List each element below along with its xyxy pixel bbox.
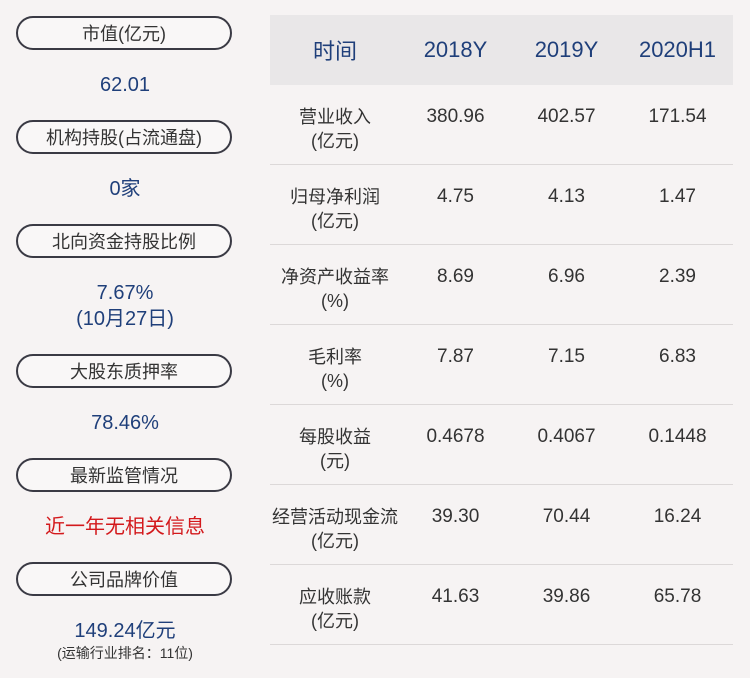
pledge-rate-value: 78.46% (91, 412, 159, 434)
row-value: 70.44 (542, 506, 591, 527)
row-value: 171.54 (648, 106, 707, 127)
institutional-holdings-value: 0家 (109, 178, 141, 200)
row-label-unit: (元) (320, 451, 350, 471)
row-label: 应收账款 (亿元) (270, 585, 400, 633)
row-value: 4.13 (548, 186, 585, 207)
row-value: 7.15 (548, 346, 585, 367)
institutional-holdings-label: 机构持股(占流通盘) (16, 120, 232, 154)
regulation-label: 最新监管情况 (16, 458, 232, 492)
row-value: 39.30 (431, 506, 480, 527)
table-row: 每股收益 (元) 0.4678 0.4067 0.1448 (270, 405, 733, 485)
row-value: 2.39 (659, 266, 696, 287)
header-2020h1: 2020H1 (638, 37, 717, 62)
row-label-unit: (亿元) (311, 131, 359, 151)
row-value: 41.63 (431, 586, 480, 607)
table-row: 经营活动现金流 (亿元) 39.30 70.44 16.24 (270, 485, 733, 565)
summary-panel: 市值(亿元) 62.01 机构持股(占流通盘) 0家 北向资金持股比例 7.67… (0, 0, 250, 678)
row-label-unit: (亿元) (311, 531, 359, 551)
table-row: 归母净利润 (亿元) 4.75 4.13 1.47 (270, 165, 733, 245)
row-value: 8.69 (437, 266, 474, 287)
financial-table: 时间 2018Y 2019Y 2020H1 营业收入 (亿元) 380.96 40… (270, 15, 733, 645)
row-label-name: 毛利率 (308, 347, 362, 367)
row-label-unit: (亿元) (311, 611, 359, 631)
row-value: 1.47 (659, 186, 696, 207)
row-value: 4.75 (437, 186, 474, 207)
row-label-name: 营业收入 (299, 107, 371, 127)
regulation-value: 近一年无相关信息 (45, 516, 205, 538)
brand-rank-note: (运输行业排名：11位) (57, 645, 193, 661)
row-value: 0.4678 (426, 426, 485, 447)
table-header: 时间 2018Y 2019Y 2020H1 (270, 15, 733, 85)
row-label-unit: (%) (321, 291, 349, 311)
market-cap-label: 市值(亿元) (16, 16, 232, 50)
row-value: 65.78 (653, 586, 702, 607)
pledge-rate-label: 大股东质押率 (16, 354, 232, 388)
table-row: 应收账款 (亿元) 41.63 39.86 65.78 (270, 565, 733, 645)
row-label: 毛利率 (%) (270, 345, 400, 393)
northbound-ratio-value: 7.67% (96, 282, 154, 304)
row-value: 7.87 (437, 346, 474, 367)
row-value: 6.96 (548, 266, 585, 287)
row-label: 净资产收益率 (%) (270, 265, 400, 313)
row-value: 6.83 (659, 346, 696, 367)
row-label: 归母净利润 (亿元) (270, 185, 400, 233)
row-label-name: 归母净利润 (290, 187, 380, 207)
row-value: 402.57 (537, 106, 596, 127)
market-cap-value: 62.01 (99, 74, 151, 96)
header-time: 时间 (312, 39, 357, 64)
row-label-name: 每股收益 (299, 427, 371, 447)
row-label-name: 净资产收益率 (281, 267, 389, 287)
northbound-ratio-date: (10月27日) (76, 308, 174, 330)
northbound-ratio-label: 北向资金持股比例 (16, 224, 232, 258)
brand-value-value: 149.24亿元 (74, 620, 176, 642)
row-value: 16.24 (653, 506, 702, 527)
row-label-name: 应收账款 (299, 587, 371, 607)
row-value: 39.86 (542, 586, 591, 607)
table-row: 净资产收益率 (%) 8.69 6.96 2.39 (270, 245, 733, 325)
row-value: 380.96 (426, 106, 485, 127)
row-value: 0.4067 (537, 426, 596, 447)
header-2018: 2018Y (423, 37, 488, 62)
brand-value-label: 公司品牌价值 (16, 562, 232, 596)
row-label: 经营活动现金流 (亿元) (270, 505, 400, 553)
header-2019: 2019Y (534, 37, 599, 62)
row-label: 营业收入 (亿元) (270, 105, 400, 153)
row-label-unit: (%) (321, 371, 349, 391)
row-label: 每股收益 (元) (270, 425, 400, 473)
table-row: 毛利率 (%) 7.87 7.15 6.83 (270, 325, 733, 405)
row-label-name: 经营活动现金流 (272, 507, 398, 527)
row-value: 0.1448 (648, 426, 707, 447)
row-label-unit: (亿元) (311, 211, 359, 231)
table-row: 营业收入 (亿元) 380.96 402.57 171.54 (270, 85, 733, 165)
